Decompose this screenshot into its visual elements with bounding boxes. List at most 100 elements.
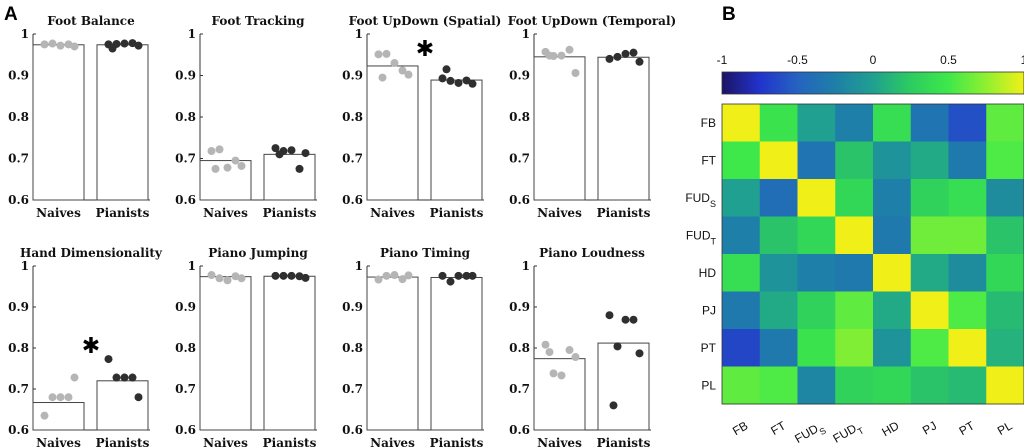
colorbar-tick-label: -1 xyxy=(717,53,728,67)
data-point-naives xyxy=(207,147,216,156)
row-label-main: FUD xyxy=(686,228,711,242)
data-point-pianists xyxy=(446,76,455,85)
heatmap-cell xyxy=(759,254,798,292)
heatmap-cell xyxy=(722,179,761,217)
x-tick-label: Naives xyxy=(203,206,248,220)
heatmap-cell xyxy=(910,104,949,142)
data-point-naives xyxy=(70,42,79,51)
heatmap-cell xyxy=(759,291,798,330)
data-point-pianists xyxy=(271,271,280,280)
y-tick-label: 0.6 xyxy=(342,193,363,207)
heatmap-cell xyxy=(986,141,1024,180)
column-label: PJ xyxy=(920,418,939,437)
data-point-naives xyxy=(215,145,224,154)
column-label: PL xyxy=(995,418,1015,438)
heatmap-cell xyxy=(986,104,1024,142)
x-tick-label: Naives xyxy=(537,206,582,220)
data-point-pianists xyxy=(462,271,471,280)
data-point-naives xyxy=(404,70,413,79)
data-point-pianists xyxy=(454,271,463,280)
heatmap-cell xyxy=(797,141,836,180)
data-point-naives xyxy=(390,271,399,280)
heatmap-cell xyxy=(986,291,1024,330)
data-point-pianists xyxy=(120,373,129,382)
data-point-pianists xyxy=(134,393,143,402)
y-tick-label: 1 xyxy=(21,259,29,273)
subplot-foot-balance: Foot Balance 0.6 0.7 0.8 0.9 1 Naives Pianists xyxy=(8,14,150,220)
column-label-main: FB xyxy=(730,418,750,438)
bar-naives xyxy=(366,276,419,431)
data-point-pianists xyxy=(287,146,296,155)
x-tick-label: Pianists xyxy=(263,206,317,220)
heatmap-cell xyxy=(835,179,874,217)
heatmap-cell xyxy=(910,254,949,292)
column-label-main: FUD xyxy=(792,421,821,446)
significance-marker: ✱ xyxy=(416,37,434,62)
y-tick-label: 0.7 xyxy=(342,152,363,166)
data-point-naives xyxy=(374,50,383,59)
data-point-pianists xyxy=(605,54,614,63)
subplot-piano-jumping: Piano Jumping 0.6 0.7 0.8 0.9 1 Naives Pianists xyxy=(175,246,317,448)
y-tick-label: 0.9 xyxy=(509,300,530,314)
data-point-pianists xyxy=(112,373,121,382)
y-tick-label: 0.7 xyxy=(509,152,530,166)
y-tick-label: 1 xyxy=(355,259,363,273)
row-label: FUDS xyxy=(685,191,716,209)
bar-pianists xyxy=(430,79,483,201)
subplot-foot-updown-spatial: Foot UpDown (Spatial) 0.6 0.7 0.8 0.9 1 Naives… xyxy=(342,14,501,220)
heatmap-cell xyxy=(797,329,836,367)
heatmap-cell xyxy=(948,141,987,180)
heatmap-cell xyxy=(873,329,912,367)
data-point-naives xyxy=(56,393,65,402)
panel-label-b: B xyxy=(722,4,736,25)
column-label-main: PT xyxy=(957,418,978,438)
heatmap-cell xyxy=(948,216,987,255)
data-point-naives xyxy=(48,39,57,48)
column-label-subscript: T xyxy=(856,425,866,437)
data-point-pianists xyxy=(120,39,129,48)
data-point-naives xyxy=(48,393,57,402)
data-point-naives xyxy=(215,274,224,283)
colorbar-tick-label: 0.5 xyxy=(940,53,957,67)
x-tick-label: Pianists xyxy=(96,206,150,220)
y-tick-label: 0.8 xyxy=(175,341,196,355)
y-tick-label: 0.9 xyxy=(342,300,363,314)
heatmap-cell xyxy=(910,366,949,405)
data-point-pianists xyxy=(621,315,630,324)
column-label: PT xyxy=(957,418,978,438)
heatmap-cell xyxy=(797,254,836,292)
data-point-naives xyxy=(541,340,550,349)
y-tick-label: 0.8 xyxy=(342,110,363,124)
panel-label-a: A xyxy=(4,4,18,25)
bar-naives xyxy=(366,65,419,201)
bar-pianists xyxy=(430,276,483,431)
column-label: FUDT xyxy=(830,418,866,448)
heatmap-cell xyxy=(835,291,874,330)
data-point-pianists xyxy=(128,39,137,48)
data-point-pianists xyxy=(279,271,288,280)
data-point-pianists xyxy=(629,48,638,57)
row-label-subscript: S xyxy=(710,199,716,209)
row-label: FT xyxy=(701,153,716,167)
heatmap-cell xyxy=(986,179,1024,217)
data-point-naives xyxy=(40,40,49,49)
heatmap-cell xyxy=(948,366,987,405)
data-point-pianists xyxy=(462,76,471,85)
data-point-pianists xyxy=(468,79,477,88)
bar-naives xyxy=(533,56,586,201)
heatmap-cell xyxy=(759,366,798,405)
data-point-pianists xyxy=(301,273,310,282)
data-point-pianists xyxy=(134,41,143,50)
y-tick-label: 0.8 xyxy=(8,341,29,355)
y-tick-label: 0.7 xyxy=(175,382,196,396)
heatmap-cell xyxy=(910,329,949,367)
data-point-pianists xyxy=(613,342,622,351)
heatmap-cell xyxy=(759,179,798,217)
data-point-naives xyxy=(390,59,399,68)
y-tick-label: 0.9 xyxy=(175,300,196,314)
x-tick-label: Pianists xyxy=(96,436,150,448)
significance-marker: ✱ xyxy=(82,334,100,359)
data-point-pianists xyxy=(635,349,644,358)
